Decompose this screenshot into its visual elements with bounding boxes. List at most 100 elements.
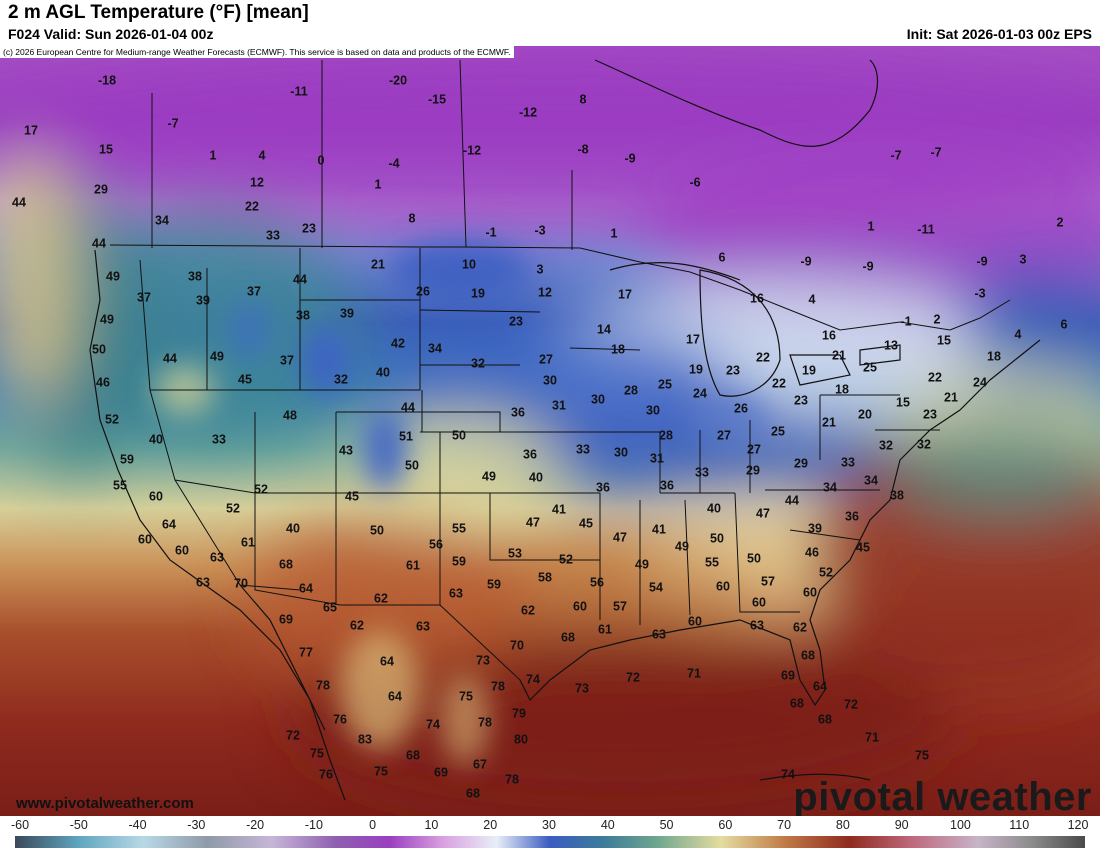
- temperature-label: 29: [746, 463, 760, 477]
- temperature-label: 39: [196, 293, 210, 307]
- temperature-label: 27: [539, 352, 553, 366]
- temperature-label: 73: [476, 653, 490, 667]
- temperature-label: -7: [930, 145, 941, 159]
- temperature-label: 2: [934, 312, 941, 326]
- temperature-label: 49: [100, 312, 114, 326]
- temperature-label: 49: [635, 557, 649, 571]
- temperature-label: -8: [577, 142, 588, 156]
- temperature-label: 40: [286, 521, 300, 535]
- temperature-label: 34: [155, 213, 169, 227]
- temperature-label: 32: [917, 437, 931, 451]
- temperature-label: 21: [944, 390, 958, 404]
- temperature-label: 2: [1057, 215, 1064, 229]
- temperature-label: 51: [399, 429, 413, 443]
- temperature-label: 75: [915, 748, 929, 762]
- temperature-label: 37: [137, 290, 151, 304]
- colorbar-tick-label: 40: [600, 818, 615, 832]
- temperature-label: 78: [316, 678, 330, 692]
- temperature-label: 22: [245, 199, 259, 213]
- temperature-label: 50: [405, 458, 419, 472]
- temperature-label: 53: [508, 546, 522, 560]
- colorbar-tick-label: 80: [835, 818, 850, 832]
- temperature-label: -9: [624, 151, 635, 165]
- temperature-label: 19: [471, 286, 485, 300]
- temperature-label: 6: [719, 250, 726, 264]
- temperature-label: -12: [463, 143, 481, 157]
- temperature-label: 19: [689, 362, 703, 376]
- temperature-label: 67: [473, 757, 487, 771]
- temperature-label: 71: [865, 730, 879, 744]
- temperature-label: 28: [659, 428, 673, 442]
- lake-michigan: [699, 269, 781, 397]
- temperature-label: 8: [409, 211, 416, 225]
- colorbar-tick-label: 90: [894, 818, 909, 832]
- temperature-label: 70: [510, 638, 524, 652]
- colorbar-tick-label: 20: [483, 818, 498, 832]
- canada-us-border: [109, 244, 1011, 331]
- temperature-label: -11: [290, 84, 307, 98]
- colorbar-tick-label: -50: [69, 818, 88, 832]
- temperature-blobs: [0, 50, 1100, 810]
- temperature-label: 29: [794, 456, 808, 470]
- temperature-label: 40: [707, 501, 721, 515]
- temperature-label: 75: [374, 764, 388, 778]
- temperature-label: 34: [428, 341, 442, 355]
- temperature-label: 74: [426, 717, 440, 731]
- temperature-label: 30: [614, 445, 628, 459]
- temperature-label: 48: [283, 408, 297, 422]
- temperature-label: 68: [466, 786, 480, 800]
- website-link[interactable]: www.pivotalweather.com: [16, 795, 194, 812]
- temperature-label: 49: [482, 469, 496, 483]
- temperature-label: 49: [106, 269, 120, 283]
- temperature-label: 40: [529, 470, 543, 484]
- temperature-label: 1: [611, 226, 618, 240]
- temperature-label: 36: [845, 509, 859, 523]
- temperature-label: 72: [286, 728, 300, 742]
- temperature-label: 50: [747, 551, 761, 565]
- temperature-label: 24: [693, 386, 707, 400]
- temperature-label: 76: [333, 712, 347, 726]
- temperature-label: 47: [613, 530, 627, 544]
- temperature-label: 18: [611, 342, 625, 356]
- temperature-label: 4: [1015, 327, 1022, 341]
- temperature-label: 17: [618, 287, 632, 301]
- temperature-label: 24: [973, 375, 987, 389]
- temperature-label: 62: [374, 591, 388, 605]
- temperature-label: 25: [863, 360, 877, 374]
- temperature-label: 47: [526, 515, 540, 529]
- temperature-label: 55: [113, 478, 127, 492]
- temperature-label: 39: [808, 521, 822, 535]
- temperature-label: 55: [452, 521, 466, 535]
- colorbar-tick-label: 50: [659, 818, 674, 832]
- temperature-label: 36: [596, 480, 610, 494]
- temperature-label: 50: [370, 523, 384, 537]
- temperature-label: 70: [234, 576, 248, 590]
- temperature-label: 69: [781, 668, 795, 682]
- temperature-label: 49: [675, 539, 689, 553]
- temperature-label: 68: [406, 748, 420, 762]
- temperature-label: 23: [923, 407, 937, 421]
- temperature-label: 74: [781, 767, 795, 781]
- temperature-label: 63: [652, 627, 666, 641]
- temperature-label: 64: [162, 517, 176, 531]
- header: 2 m AGL Temperature (°F) [mean] F024 Val…: [0, 0, 1100, 46]
- temperature-label: -1: [485, 225, 496, 239]
- temperature-label: 73: [575, 681, 589, 695]
- colorbar-tick-label: -30: [187, 818, 206, 832]
- temperature-label: -7: [890, 148, 901, 162]
- temperature-label: 21: [371, 257, 385, 271]
- temperature-label: 52: [105, 412, 119, 426]
- temperature-map[interactable]: -18 -20 -11 -15 8 -12 17 -7 15 1 4 0 -4 -12 -8 -9 -7 -7 29…: [0, 46, 1100, 816]
- temperature-label: 45: [345, 489, 359, 503]
- temperature-label: 44: [401, 400, 415, 414]
- temperature-label: 60: [716, 579, 730, 593]
- temperature-label: 52: [226, 501, 240, 515]
- temperature-label: 23: [726, 363, 740, 377]
- temperature-label: 22: [756, 350, 770, 364]
- temperature-label: 15: [937, 333, 951, 347]
- temperature-label: 40: [149, 432, 163, 446]
- temperature-label: 75: [459, 689, 473, 703]
- temperature-label: 25: [658, 377, 672, 391]
- temperature-label: 43: [339, 443, 353, 457]
- colorbar-tick-label: 120: [1067, 818, 1089, 832]
